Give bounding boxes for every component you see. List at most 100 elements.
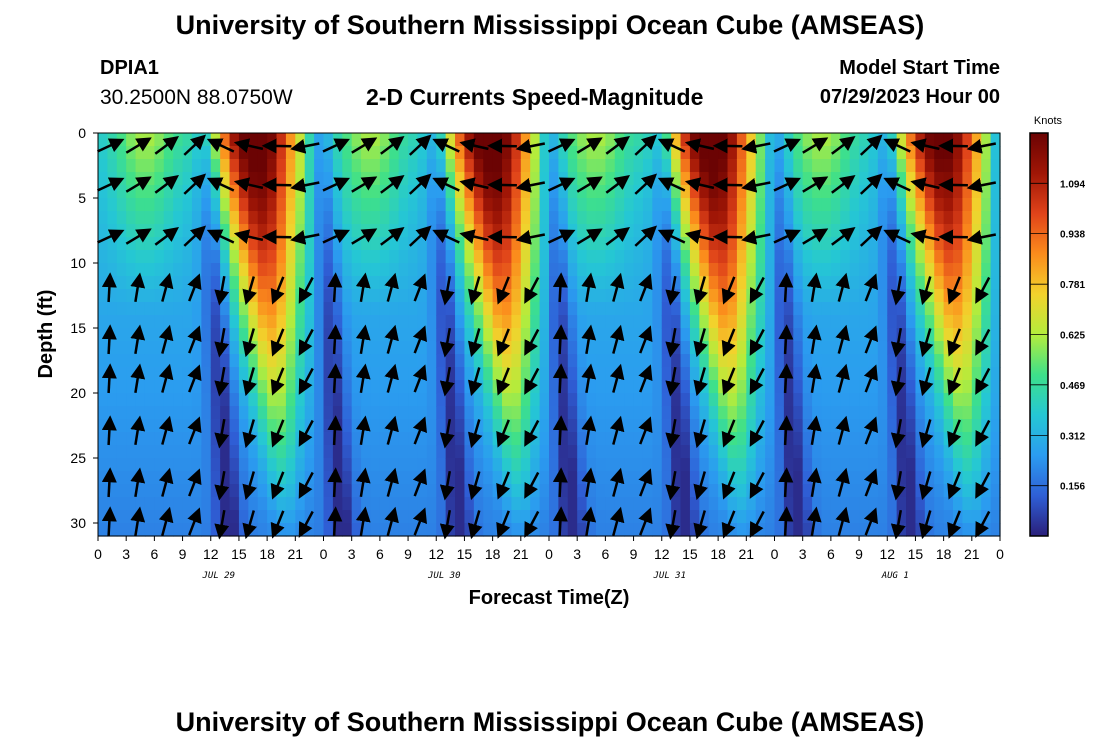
heatmap-cell	[126, 224, 137, 238]
heatmap-cell	[830, 263, 841, 277]
heatmap-cell	[624, 211, 635, 225]
heatmap-cell	[342, 302, 353, 316]
heatmap-cell	[774, 185, 785, 199]
heatmap-cell	[511, 471, 522, 485]
heatmap-cell	[304, 393, 315, 407]
heatmap-cell	[267, 445, 278, 459]
heatmap-cell	[642, 159, 653, 173]
heatmap-cell	[549, 198, 559, 212]
heatmap-cell	[361, 406, 372, 420]
current-arrow	[214, 509, 230, 540]
heatmap-cell	[943, 237, 954, 251]
heatmap-cell	[595, 380, 606, 394]
heatmap-cell	[126, 432, 137, 446]
heatmap-cell	[502, 224, 513, 238]
heatmap-cell	[492, 224, 503, 238]
heatmap-cell	[812, 159, 823, 173]
heatmap-cell	[586, 497, 597, 511]
heatmap-cell	[116, 367, 127, 381]
heatmap-cell	[520, 172, 531, 186]
current-arrow	[515, 229, 546, 245]
heatmap-cell	[173, 458, 184, 472]
heatmap-cell	[238, 510, 249, 524]
heatmap-cell	[163, 237, 174, 251]
heatmap-cell	[962, 458, 973, 472]
heatmap-cell	[473, 497, 484, 511]
heatmap-cell	[295, 354, 306, 368]
heatmap-cell	[549, 354, 559, 368]
current-arrow	[910, 177, 940, 192]
heatmap-cell	[210, 276, 221, 290]
heatmap-cell	[849, 523, 860, 537]
heatmap-cell	[116, 458, 127, 472]
heatmap-cell	[473, 328, 484, 342]
heatmap-cell	[953, 211, 964, 225]
heatmap-cell	[229, 133, 240, 147]
current-arrow	[547, 229, 576, 244]
heatmap-cell	[736, 289, 747, 303]
heatmap-cell	[116, 341, 127, 355]
heatmap-cell	[661, 250, 672, 264]
current-arrow	[721, 276, 736, 305]
heatmap-cell	[314, 354, 325, 368]
heatmap-cell	[445, 198, 456, 212]
heatmap-cell	[915, 276, 926, 290]
heatmap-cell	[765, 367, 776, 381]
heatmap-cell	[849, 159, 860, 173]
heatmap-cell	[98, 497, 108, 511]
heatmap-cell	[511, 211, 522, 225]
heatmap-cell	[652, 146, 663, 160]
heatmap-cell	[624, 406, 635, 420]
current-arrow	[552, 506, 568, 537]
heatmap-cell	[924, 276, 935, 290]
heatmap-cell	[567, 224, 578, 238]
heatmap-cell	[379, 354, 390, 368]
heatmap-cell	[408, 224, 419, 238]
heatmap-cell	[220, 315, 231, 329]
heatmap-cell	[661, 302, 672, 316]
current-arrow	[665, 327, 681, 358]
heatmap-cell	[144, 263, 155, 277]
heatmap-cell	[98, 471, 108, 485]
heatmap-cell	[398, 211, 409, 225]
heatmap-cell	[774, 237, 785, 251]
heatmap-cell	[671, 185, 682, 199]
heatmap-cell	[896, 263, 907, 277]
heatmap-cell	[605, 224, 616, 238]
heatmap-cell	[257, 432, 268, 446]
heatmap-cell	[492, 458, 503, 472]
heatmap-cell	[342, 133, 353, 147]
heatmap-cell	[361, 250, 372, 264]
heatmap-cell	[267, 471, 278, 485]
colorbar-tick-label: 0.312	[1060, 431, 1085, 442]
heatmap-cell	[943, 224, 954, 238]
heatmap-cell	[154, 328, 165, 342]
heatmap-cell	[586, 432, 597, 446]
heatmap-cell	[351, 341, 362, 355]
heatmap-cell	[229, 432, 240, 446]
current-arrow	[693, 419, 708, 449]
heatmap-cell	[924, 328, 935, 342]
heatmap-cell	[182, 523, 193, 537]
heatmap-cell	[539, 185, 550, 199]
heatmap-cell	[116, 328, 127, 342]
heatmap-cell	[126, 159, 137, 173]
heatmap-cell	[962, 445, 973, 459]
heatmap-cell	[671, 133, 682, 147]
heatmap-cell	[314, 341, 325, 355]
current-arrow	[206, 229, 235, 244]
heatmap-cell	[408, 250, 419, 264]
heatmap-cell	[567, 380, 578, 394]
heatmap-cell	[586, 341, 597, 355]
heatmap-cell	[755, 302, 766, 316]
heatmap-cell	[135, 380, 146, 394]
heatmap-cell	[802, 354, 813, 368]
heatmap-cell	[943, 406, 954, 420]
heatmap-cell	[558, 159, 569, 173]
heatmap-cell	[586, 315, 597, 329]
heatmap-cell	[774, 211, 785, 225]
heatmap-cell	[558, 393, 569, 407]
current-arrow	[432, 229, 460, 244]
heatmap-cell	[708, 510, 719, 524]
heatmap-cell	[868, 185, 879, 199]
